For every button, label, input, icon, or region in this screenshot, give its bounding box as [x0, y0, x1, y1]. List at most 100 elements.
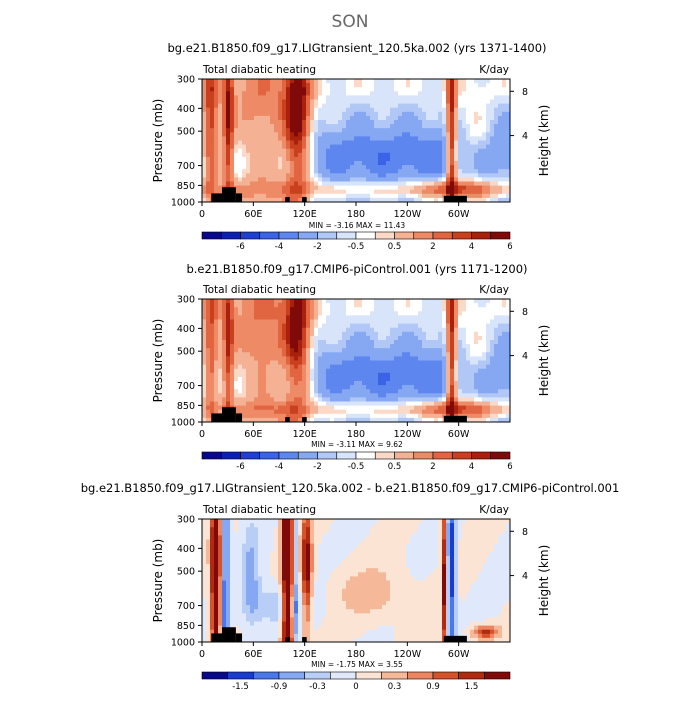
field-cell: [382, 397, 386, 402]
field-cell: [254, 527, 258, 532]
field-cell: [338, 173, 342, 178]
field-cell: [318, 83, 322, 88]
field-cell: [434, 406, 438, 411]
field-cell: [330, 303, 334, 308]
field-cell: [290, 393, 294, 398]
field-cell: [470, 79, 474, 84]
field-cell: [378, 145, 382, 150]
field-cell: [458, 128, 462, 133]
field-cell: [378, 177, 382, 182]
field-cell: [490, 145, 494, 150]
field-cell: [210, 299, 214, 304]
field-cell: [446, 373, 450, 378]
field-cell: [442, 128, 446, 133]
field-cell: [338, 95, 342, 100]
field-cell: [410, 132, 414, 137]
field-cell: [238, 519, 242, 524]
field-cell: [342, 406, 346, 411]
field-cell: [498, 397, 502, 402]
field-cell: [422, 340, 426, 345]
field-cell: [258, 527, 262, 532]
field-cell: [470, 95, 474, 100]
field-cell: [430, 393, 434, 398]
field-cell: [238, 136, 242, 141]
field-cell: [478, 406, 482, 411]
field-cell: [230, 95, 234, 100]
field-cell: [318, 91, 322, 96]
y2-tick-label: 8: [522, 307, 528, 318]
field-cell: [234, 332, 238, 337]
field-cell: [474, 352, 478, 357]
field-cell: [346, 100, 350, 105]
field-cell: [282, 100, 286, 105]
field-cell: [202, 527, 206, 532]
field-cell: [334, 523, 338, 528]
field-cell: [250, 165, 254, 170]
colorbar-swatch: [491, 232, 510, 239]
field-cell: [490, 104, 494, 109]
panel-title: bg.e21.B1850.f09_g17.LIGtransient_120.5k…: [81, 481, 620, 495]
field-cell: [298, 303, 302, 308]
field-cell: [442, 100, 446, 105]
field-cell: [274, 173, 278, 178]
field-cell: [366, 165, 370, 170]
field-cell: [214, 519, 218, 524]
field-cell: [302, 307, 306, 312]
field-cell: [386, 161, 390, 166]
field-cell: [434, 124, 438, 129]
field-cell: [418, 116, 422, 121]
field-cell: [218, 393, 222, 398]
field-cell: [338, 311, 342, 316]
field-cell: [450, 303, 454, 308]
field-cell: [242, 100, 246, 105]
field-cell: [482, 361, 486, 366]
field-cell: [226, 320, 230, 325]
field-cell: [286, 173, 290, 178]
field-cell: [214, 157, 218, 162]
field-cell: [486, 157, 490, 162]
field-cell: [394, 173, 398, 178]
field-cell: [430, 348, 434, 353]
field-cell: [210, 124, 214, 129]
field-cell: [458, 95, 462, 100]
field-cell: [486, 120, 490, 125]
field-cell: [250, 519, 254, 524]
field-cell: [242, 307, 246, 312]
field-cell: [446, 320, 450, 325]
field-cell: [346, 315, 350, 320]
field-cell: [214, 112, 218, 117]
field-cell: [422, 336, 426, 341]
field-cell: [322, 124, 326, 129]
field-cell: [382, 336, 386, 341]
field-cell: [338, 385, 342, 390]
field-cell: [486, 95, 490, 100]
field-cell: [242, 519, 246, 524]
field-cell: [282, 393, 286, 398]
field-cell: [354, 91, 358, 96]
field-cell: [366, 132, 370, 137]
field-cell: [446, 365, 450, 370]
field-cell: [306, 153, 310, 158]
field-cell: [494, 95, 498, 100]
field-cell: [402, 406, 406, 411]
field-cell: [390, 120, 394, 125]
field-cell: [378, 381, 382, 386]
field-cell: [458, 328, 462, 333]
field-cell: [202, 83, 206, 88]
field-cell: [226, 79, 230, 84]
field-cell: [222, 87, 226, 92]
field-cell: [242, 169, 246, 174]
field-cell: [498, 369, 502, 374]
field-cell: [222, 157, 226, 162]
field-cell: [346, 124, 350, 129]
field-cell: [258, 149, 262, 154]
field-cell: [242, 161, 246, 166]
field-cell: [374, 145, 378, 150]
field-cell: [290, 406, 294, 411]
field-cell: [314, 124, 318, 129]
field-cell: [298, 373, 302, 378]
field-cell: [354, 393, 358, 398]
field-cell: [454, 136, 458, 141]
field-cell: [470, 344, 474, 349]
